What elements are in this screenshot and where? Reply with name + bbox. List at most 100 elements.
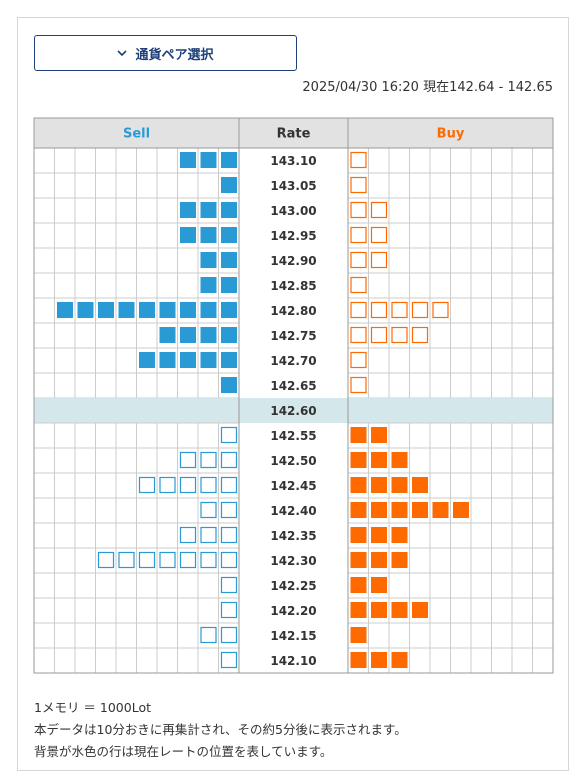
buy-block xyxy=(350,577,367,593)
cell xyxy=(450,322,472,349)
column-header: Sell xyxy=(123,127,150,142)
cell xyxy=(409,447,431,474)
cell xyxy=(54,172,76,199)
cell xyxy=(156,372,178,399)
cell xyxy=(511,572,533,599)
cell xyxy=(450,547,472,574)
cell xyxy=(511,522,533,549)
cell xyxy=(95,622,117,649)
currency-pair-button[interactable]: 通貨ペア選択 xyxy=(34,35,297,71)
cell xyxy=(54,472,76,499)
sell-block xyxy=(200,302,217,318)
cell xyxy=(95,322,117,349)
buy-block xyxy=(411,301,429,319)
cell xyxy=(136,622,158,649)
buy-block xyxy=(411,326,429,344)
cell xyxy=(74,247,96,274)
buy-block xyxy=(371,427,387,443)
sell-block xyxy=(220,626,238,644)
buy-block xyxy=(350,151,367,169)
cell xyxy=(470,497,492,524)
buy-block xyxy=(350,477,367,493)
sell-block xyxy=(200,551,217,569)
cell xyxy=(409,272,431,299)
sell-block xyxy=(180,302,196,318)
sell-block xyxy=(221,152,237,168)
sell-block xyxy=(221,352,237,368)
cell xyxy=(511,372,533,399)
cell xyxy=(470,522,492,549)
cell xyxy=(450,447,472,474)
rate-label: 142.55 xyxy=(270,429,316,443)
cell xyxy=(95,522,117,549)
cell xyxy=(470,472,492,499)
cell xyxy=(95,172,117,199)
sell-block xyxy=(179,551,197,569)
cell xyxy=(511,172,533,199)
cell xyxy=(156,572,178,599)
cell xyxy=(388,247,410,274)
cell xyxy=(74,222,96,249)
buy-block xyxy=(350,351,367,369)
rate-label: 142.75 xyxy=(270,329,316,343)
cell xyxy=(491,597,513,624)
cell xyxy=(491,622,513,649)
rate-label: 142.30 xyxy=(270,554,316,568)
cell xyxy=(177,422,199,449)
cell xyxy=(54,372,76,399)
cell xyxy=(177,497,199,524)
cell xyxy=(115,197,137,224)
cell xyxy=(95,497,117,524)
cell xyxy=(156,622,178,649)
cell xyxy=(156,597,178,624)
cell xyxy=(156,172,178,199)
cell xyxy=(532,297,554,324)
cell xyxy=(470,572,492,599)
sell-block xyxy=(159,327,176,343)
cell xyxy=(177,647,199,674)
buy-block xyxy=(371,477,387,493)
cell xyxy=(470,222,492,249)
cell xyxy=(450,347,472,374)
cell xyxy=(491,472,513,499)
cell xyxy=(450,597,472,624)
cell xyxy=(74,172,96,199)
cell xyxy=(95,647,117,674)
cell xyxy=(511,297,533,324)
cell xyxy=(450,572,472,599)
sell-block xyxy=(180,152,196,168)
cell xyxy=(450,422,472,449)
cell xyxy=(532,372,554,399)
cell xyxy=(74,347,96,374)
cell xyxy=(368,272,390,299)
sell-block xyxy=(220,426,238,444)
cell xyxy=(33,622,55,649)
cell xyxy=(450,372,472,399)
cell xyxy=(368,622,390,649)
cell xyxy=(95,272,117,299)
rate-label: 142.45 xyxy=(270,479,316,493)
cell xyxy=(491,272,513,299)
sell-block xyxy=(118,551,135,569)
cell xyxy=(491,322,513,349)
cell xyxy=(136,522,158,549)
cell xyxy=(429,522,451,549)
cell xyxy=(115,447,137,474)
sell-block xyxy=(200,277,217,293)
cell xyxy=(115,222,137,249)
cell xyxy=(115,597,137,624)
cell xyxy=(491,547,513,574)
cell xyxy=(74,372,96,399)
cell xyxy=(95,197,117,224)
sell-block xyxy=(221,277,237,293)
note: 背景が水色の行は現在レートの位置を表しています。 xyxy=(34,744,333,759)
sell-block xyxy=(221,252,237,268)
cell xyxy=(470,197,492,224)
cell xyxy=(429,197,451,224)
cell xyxy=(115,522,137,549)
cell xyxy=(115,372,137,399)
current-rate-row xyxy=(34,398,553,423)
button-label: 通貨ペア選択 xyxy=(135,47,214,63)
cell xyxy=(33,297,55,324)
